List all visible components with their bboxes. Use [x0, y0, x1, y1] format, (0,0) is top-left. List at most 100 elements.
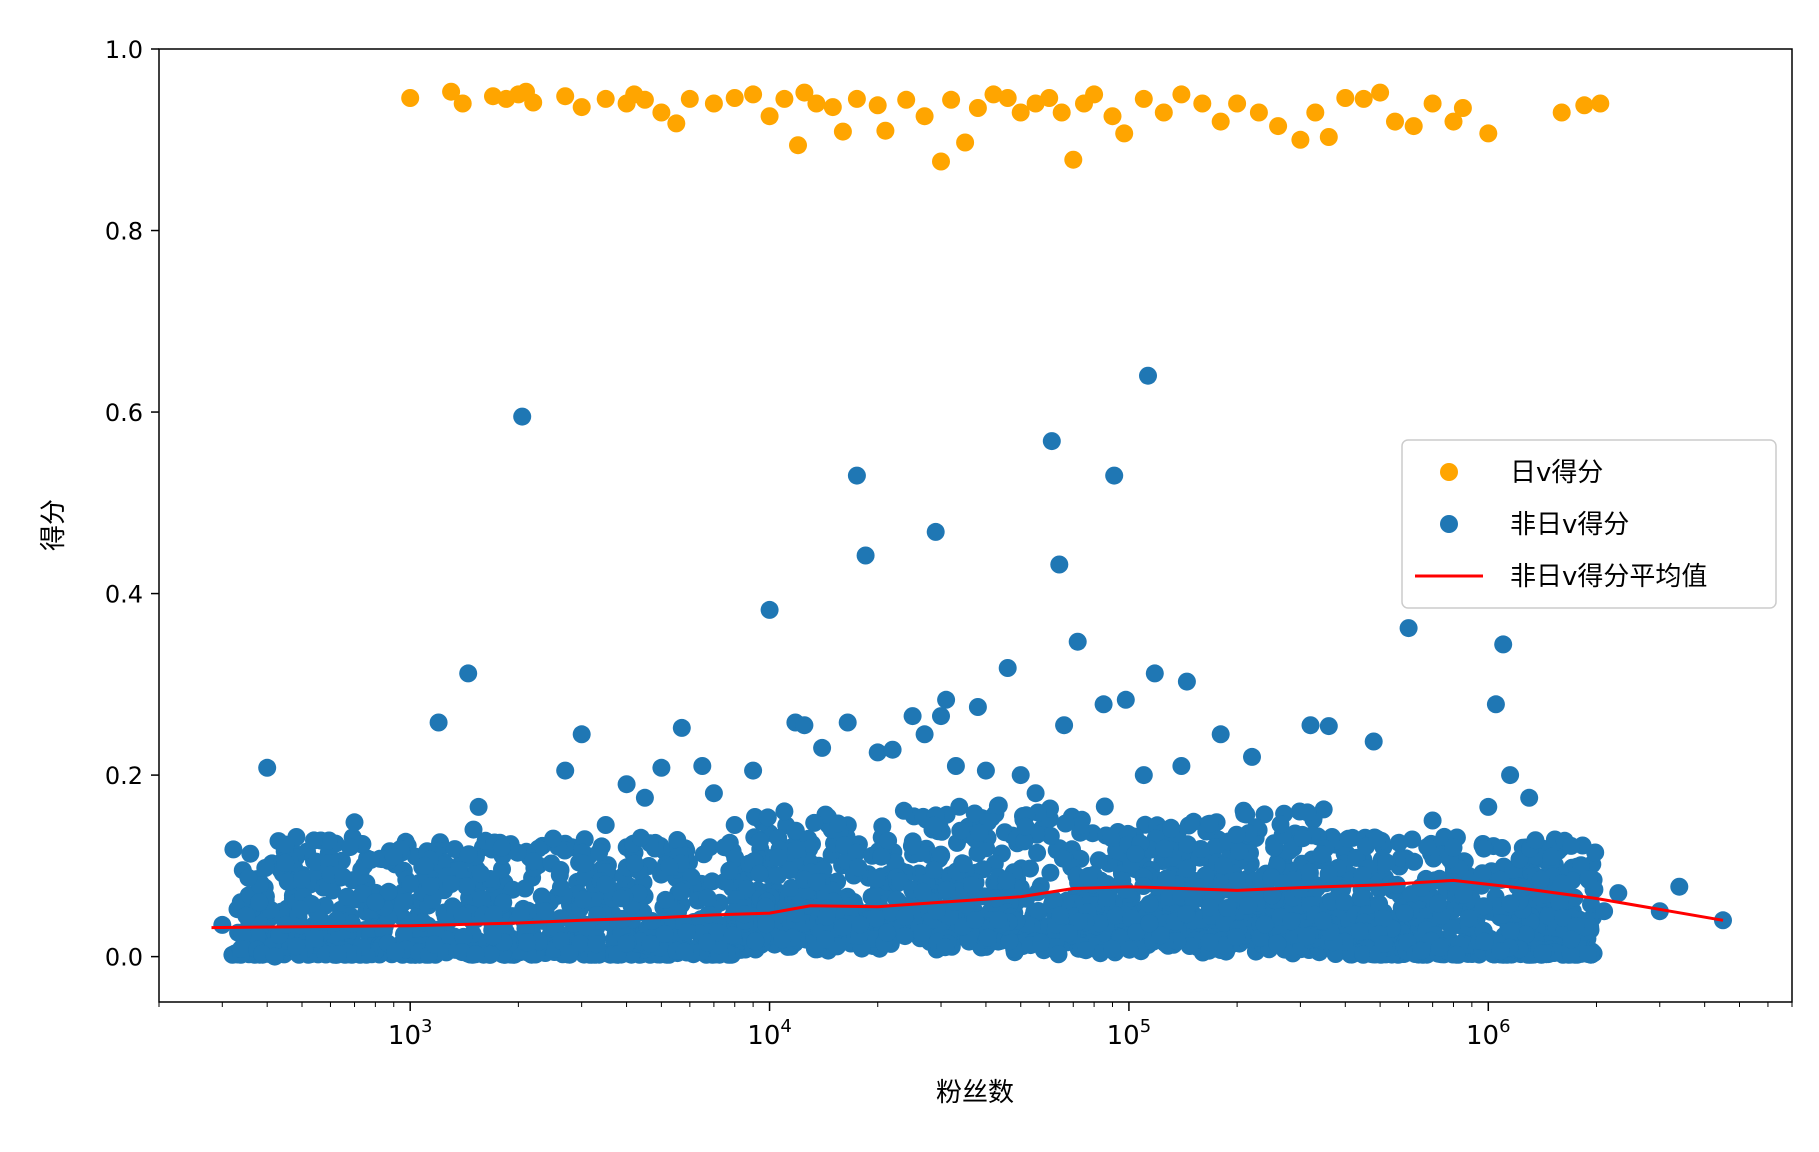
dense-point [807, 873, 826, 892]
dense-point [1572, 856, 1590, 875]
dense-point [1263, 886, 1282, 905]
non-riv-point [429, 713, 448, 732]
dense-point [896, 927, 914, 946]
x-tick-label: 105 [1107, 1016, 1152, 1051]
dense-point [924, 860, 943, 879]
dense-point [675, 942, 694, 961]
dense-point [1021, 859, 1039, 878]
riv-point [667, 114, 686, 133]
riv-point [915, 107, 934, 126]
dense-point [1335, 892, 1354, 911]
riv-point [795, 83, 814, 102]
x-tick-label: 104 [747, 1016, 792, 1051]
dense-point [395, 925, 413, 944]
dense-point [817, 907, 836, 926]
dense-point [851, 915, 870, 934]
dense-point [1140, 914, 1159, 933]
riv-point [775, 89, 794, 108]
dense-point [329, 945, 347, 964]
dense-point [849, 858, 868, 877]
dense-point [1475, 932, 1494, 951]
riv-point [725, 89, 744, 107]
dense-point [768, 866, 787, 885]
dense-point [1271, 815, 1290, 834]
non-riv-point [1399, 619, 1418, 638]
dense-point [1016, 817, 1035, 836]
legend-label-riv: 日v得分 [1510, 458, 1603, 488]
dense-point [968, 844, 987, 862]
dense-point [1300, 863, 1319, 881]
dense-point [1155, 839, 1174, 858]
dense-point [276, 835, 295, 854]
dense-point [1351, 888, 1370, 907]
riv-point [744, 85, 763, 104]
dense-point [341, 838, 359, 857]
dense-point [276, 853, 295, 872]
dense-point [786, 821, 805, 840]
riv-point [1154, 103, 1173, 122]
non-riv-point [1444, 838, 1463, 857]
riv-point [1103, 107, 1122, 126]
non-riv-point [932, 707, 950, 726]
non-riv-point [442, 875, 461, 893]
dense-point [511, 904, 530, 923]
dense-point [1526, 831, 1545, 850]
riv-point [401, 89, 420, 107]
dense-point [1374, 909, 1393, 928]
riv-point [1085, 85, 1104, 104]
dense-point [394, 893, 413, 912]
riv-point [442, 82, 461, 101]
dense-point [611, 889, 630, 908]
riv-point [1453, 99, 1472, 117]
non-riv-point [544, 829, 563, 848]
dense-point [978, 928, 997, 947]
dense-point [758, 808, 777, 827]
riv-point [1172, 85, 1191, 104]
riv-point [1575, 96, 1594, 115]
dense-point [1282, 912, 1301, 931]
dense-point [1491, 942, 1510, 961]
dense-point [937, 880, 956, 899]
riv-point [635, 90, 654, 109]
dense-point [668, 831, 687, 849]
series-non-riv-points [213, 366, 1732, 966]
dense-point [361, 850, 380, 869]
dense-point [425, 935, 444, 954]
dense-point [414, 913, 432, 932]
riv-point [1269, 117, 1288, 136]
dense-point [1049, 945, 1068, 964]
dense-point [970, 823, 989, 842]
dense-point [1567, 917, 1585, 936]
x-tick-label: 103 [388, 1016, 433, 1051]
dense-point [1015, 832, 1034, 851]
dense-point [1235, 804, 1254, 823]
dense-point [931, 845, 950, 864]
dense-point [1227, 825, 1246, 844]
dense-point [575, 830, 594, 849]
non-riv-point [1139, 366, 1157, 385]
dense-point [677, 923, 696, 942]
dense-point [1090, 914, 1109, 933]
riv-point [956, 133, 975, 152]
dense-point [1076, 941, 1095, 960]
non-riv-point [968, 698, 987, 716]
dense-point [1298, 803, 1317, 822]
dense-point [625, 854, 644, 873]
dense-point [1227, 928, 1246, 947]
riv-point [1306, 103, 1325, 122]
dense-point [287, 937, 306, 956]
y-tick-label: 0.4 [105, 581, 143, 609]
dense-point [1000, 932, 1019, 951]
non-riv-point [760, 600, 779, 619]
non-riv-point [258, 758, 277, 777]
dense-point [862, 887, 881, 906]
dense-point [1102, 829, 1121, 847]
dense-point [423, 891, 442, 909]
non-riv-point [1042, 432, 1061, 451]
plot-frame [158, 48, 1793, 1003]
dense-point [1089, 851, 1108, 870]
riv-point [833, 122, 852, 141]
non-riv-point [915, 725, 934, 744]
riv-point [807, 94, 826, 113]
non-riv-point [704, 784, 723, 803]
